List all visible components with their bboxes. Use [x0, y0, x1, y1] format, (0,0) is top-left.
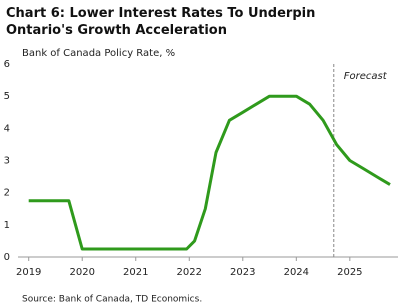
y-tick-label: 5	[4, 91, 10, 102]
x-tick-label: 2019	[16, 267, 41, 278]
source: Source: Bank of Canada, TD Economics.	[22, 295, 202, 305]
y-tick-label: 4	[4, 123, 10, 134]
line	[28, 94, 391, 251]
y-tick-label: 2	[4, 188, 10, 199]
forecast-label: Forecast	[344, 71, 388, 82]
x-tick-label: 2020	[69, 267, 94, 278]
chart-title: Chart 6: Lower Interest Rates To Underpi…	[6, 6, 316, 38]
y-tick-label: 6	[4, 59, 10, 70]
x-tick-label: 2022	[177, 267, 202, 278]
chart-subtitle: Bank of Canada Policy Rate, %	[22, 48, 175, 59]
y-tick-label: 1	[4, 220, 10, 231]
x-tick-label: 2021	[123, 267, 148, 278]
y-tick-label: 0	[4, 252, 10, 263]
x-tick-label: 2023	[230, 267, 255, 278]
x-tick-label: 2025	[337, 267, 362, 278]
x-tick-label: 2024	[284, 267, 309, 278]
y-tick-label: 3	[4, 156, 10, 167]
